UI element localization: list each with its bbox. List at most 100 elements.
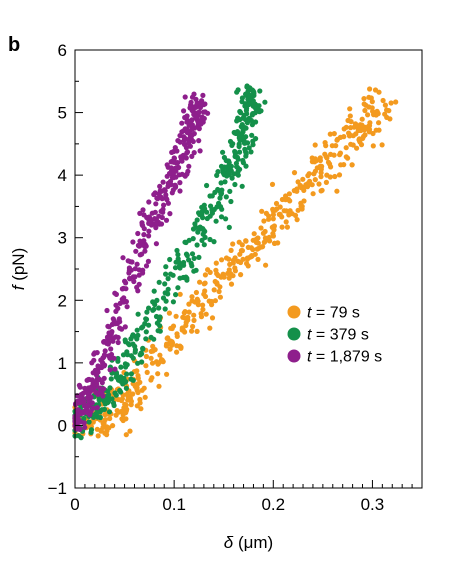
data-point xyxy=(226,256,232,262)
data-point xyxy=(182,309,188,315)
data-point xyxy=(183,155,189,161)
data-point xyxy=(146,322,152,328)
data-point xyxy=(99,364,105,371)
data-point xyxy=(215,272,221,278)
data-point xyxy=(130,377,136,383)
data-point xyxy=(99,407,105,413)
data-point xyxy=(200,306,206,313)
data-point xyxy=(216,288,222,295)
data-point xyxy=(251,100,257,106)
data-point xyxy=(189,294,195,300)
data-point xyxy=(182,329,188,335)
data-point xyxy=(212,278,218,285)
data-point xyxy=(132,266,138,272)
data-point xyxy=(141,385,147,391)
legend-label: t = 79 s xyxy=(307,305,360,322)
data-point xyxy=(104,340,110,346)
data-point xyxy=(370,130,376,137)
data-point xyxy=(170,175,177,181)
data-point xyxy=(348,141,354,147)
data-point xyxy=(354,145,360,151)
data-point xyxy=(163,298,169,304)
data-point xyxy=(196,138,202,144)
data-point xyxy=(207,325,213,331)
data-point xyxy=(270,212,276,218)
data-point xyxy=(134,327,140,333)
data-point xyxy=(127,428,133,434)
data-point xyxy=(171,159,177,165)
data-point xyxy=(149,360,156,366)
data-point xyxy=(113,371,120,377)
data-point xyxy=(127,395,133,401)
data-point xyxy=(94,381,100,387)
data-point xyxy=(117,319,123,325)
data-point xyxy=(81,420,87,426)
data-point xyxy=(201,242,207,248)
data-point xyxy=(151,336,157,342)
data-point xyxy=(251,231,257,237)
data-point xyxy=(137,396,143,403)
data-point xyxy=(184,277,190,283)
data-point xyxy=(110,400,117,406)
data-point xyxy=(106,324,112,330)
data-point xyxy=(133,248,139,254)
data-point xyxy=(202,280,208,286)
series-2 xyxy=(72,91,211,432)
data-point xyxy=(222,179,228,185)
data-point xyxy=(155,371,161,377)
data-point xyxy=(157,188,163,194)
data-point xyxy=(240,157,246,164)
data-point xyxy=(130,355,136,361)
data-point xyxy=(162,281,168,287)
data-point xyxy=(177,275,183,281)
data-point xyxy=(136,272,142,278)
data-point xyxy=(283,208,289,214)
data-point xyxy=(217,284,223,290)
data-point xyxy=(202,288,208,294)
y-tick-label: −1 xyxy=(48,479,67,498)
data-point xyxy=(113,302,119,308)
data-point xyxy=(238,110,244,116)
data-point xyxy=(161,187,168,193)
data-point xyxy=(217,195,223,201)
data-point xyxy=(113,412,119,418)
data-point xyxy=(230,257,237,263)
data-point xyxy=(190,226,197,232)
data-point xyxy=(88,429,94,435)
data-point xyxy=(124,371,130,377)
data-point xyxy=(382,102,388,108)
data-point xyxy=(240,115,246,121)
data-point xyxy=(255,240,261,246)
data-point xyxy=(368,95,374,101)
points-layer xyxy=(72,83,399,441)
data-point xyxy=(139,251,145,257)
data-point xyxy=(235,156,241,162)
data-point xyxy=(220,167,226,173)
data-point xyxy=(123,385,129,391)
data-point xyxy=(164,162,170,168)
data-point xyxy=(348,125,354,131)
data-point xyxy=(165,286,171,292)
data-point xyxy=(236,135,242,141)
data-point xyxy=(78,411,84,417)
data-point xyxy=(286,191,292,197)
data-point xyxy=(294,186,300,192)
data-point xyxy=(186,301,192,307)
data-point xyxy=(84,377,90,383)
data-point xyxy=(133,334,139,340)
panel-label: b xyxy=(8,34,21,56)
data-point xyxy=(130,391,136,397)
data-point xyxy=(243,238,249,244)
data-point xyxy=(191,268,197,274)
data-point xyxy=(135,288,141,294)
data-point xyxy=(105,399,111,405)
data-point xyxy=(115,355,121,362)
data-point xyxy=(139,359,145,365)
data-point xyxy=(187,105,193,111)
data-point xyxy=(388,100,394,106)
data-point xyxy=(258,244,264,250)
data-point xyxy=(200,92,206,98)
data-point xyxy=(224,173,230,179)
data-point xyxy=(310,191,316,197)
data-point xyxy=(102,348,108,354)
